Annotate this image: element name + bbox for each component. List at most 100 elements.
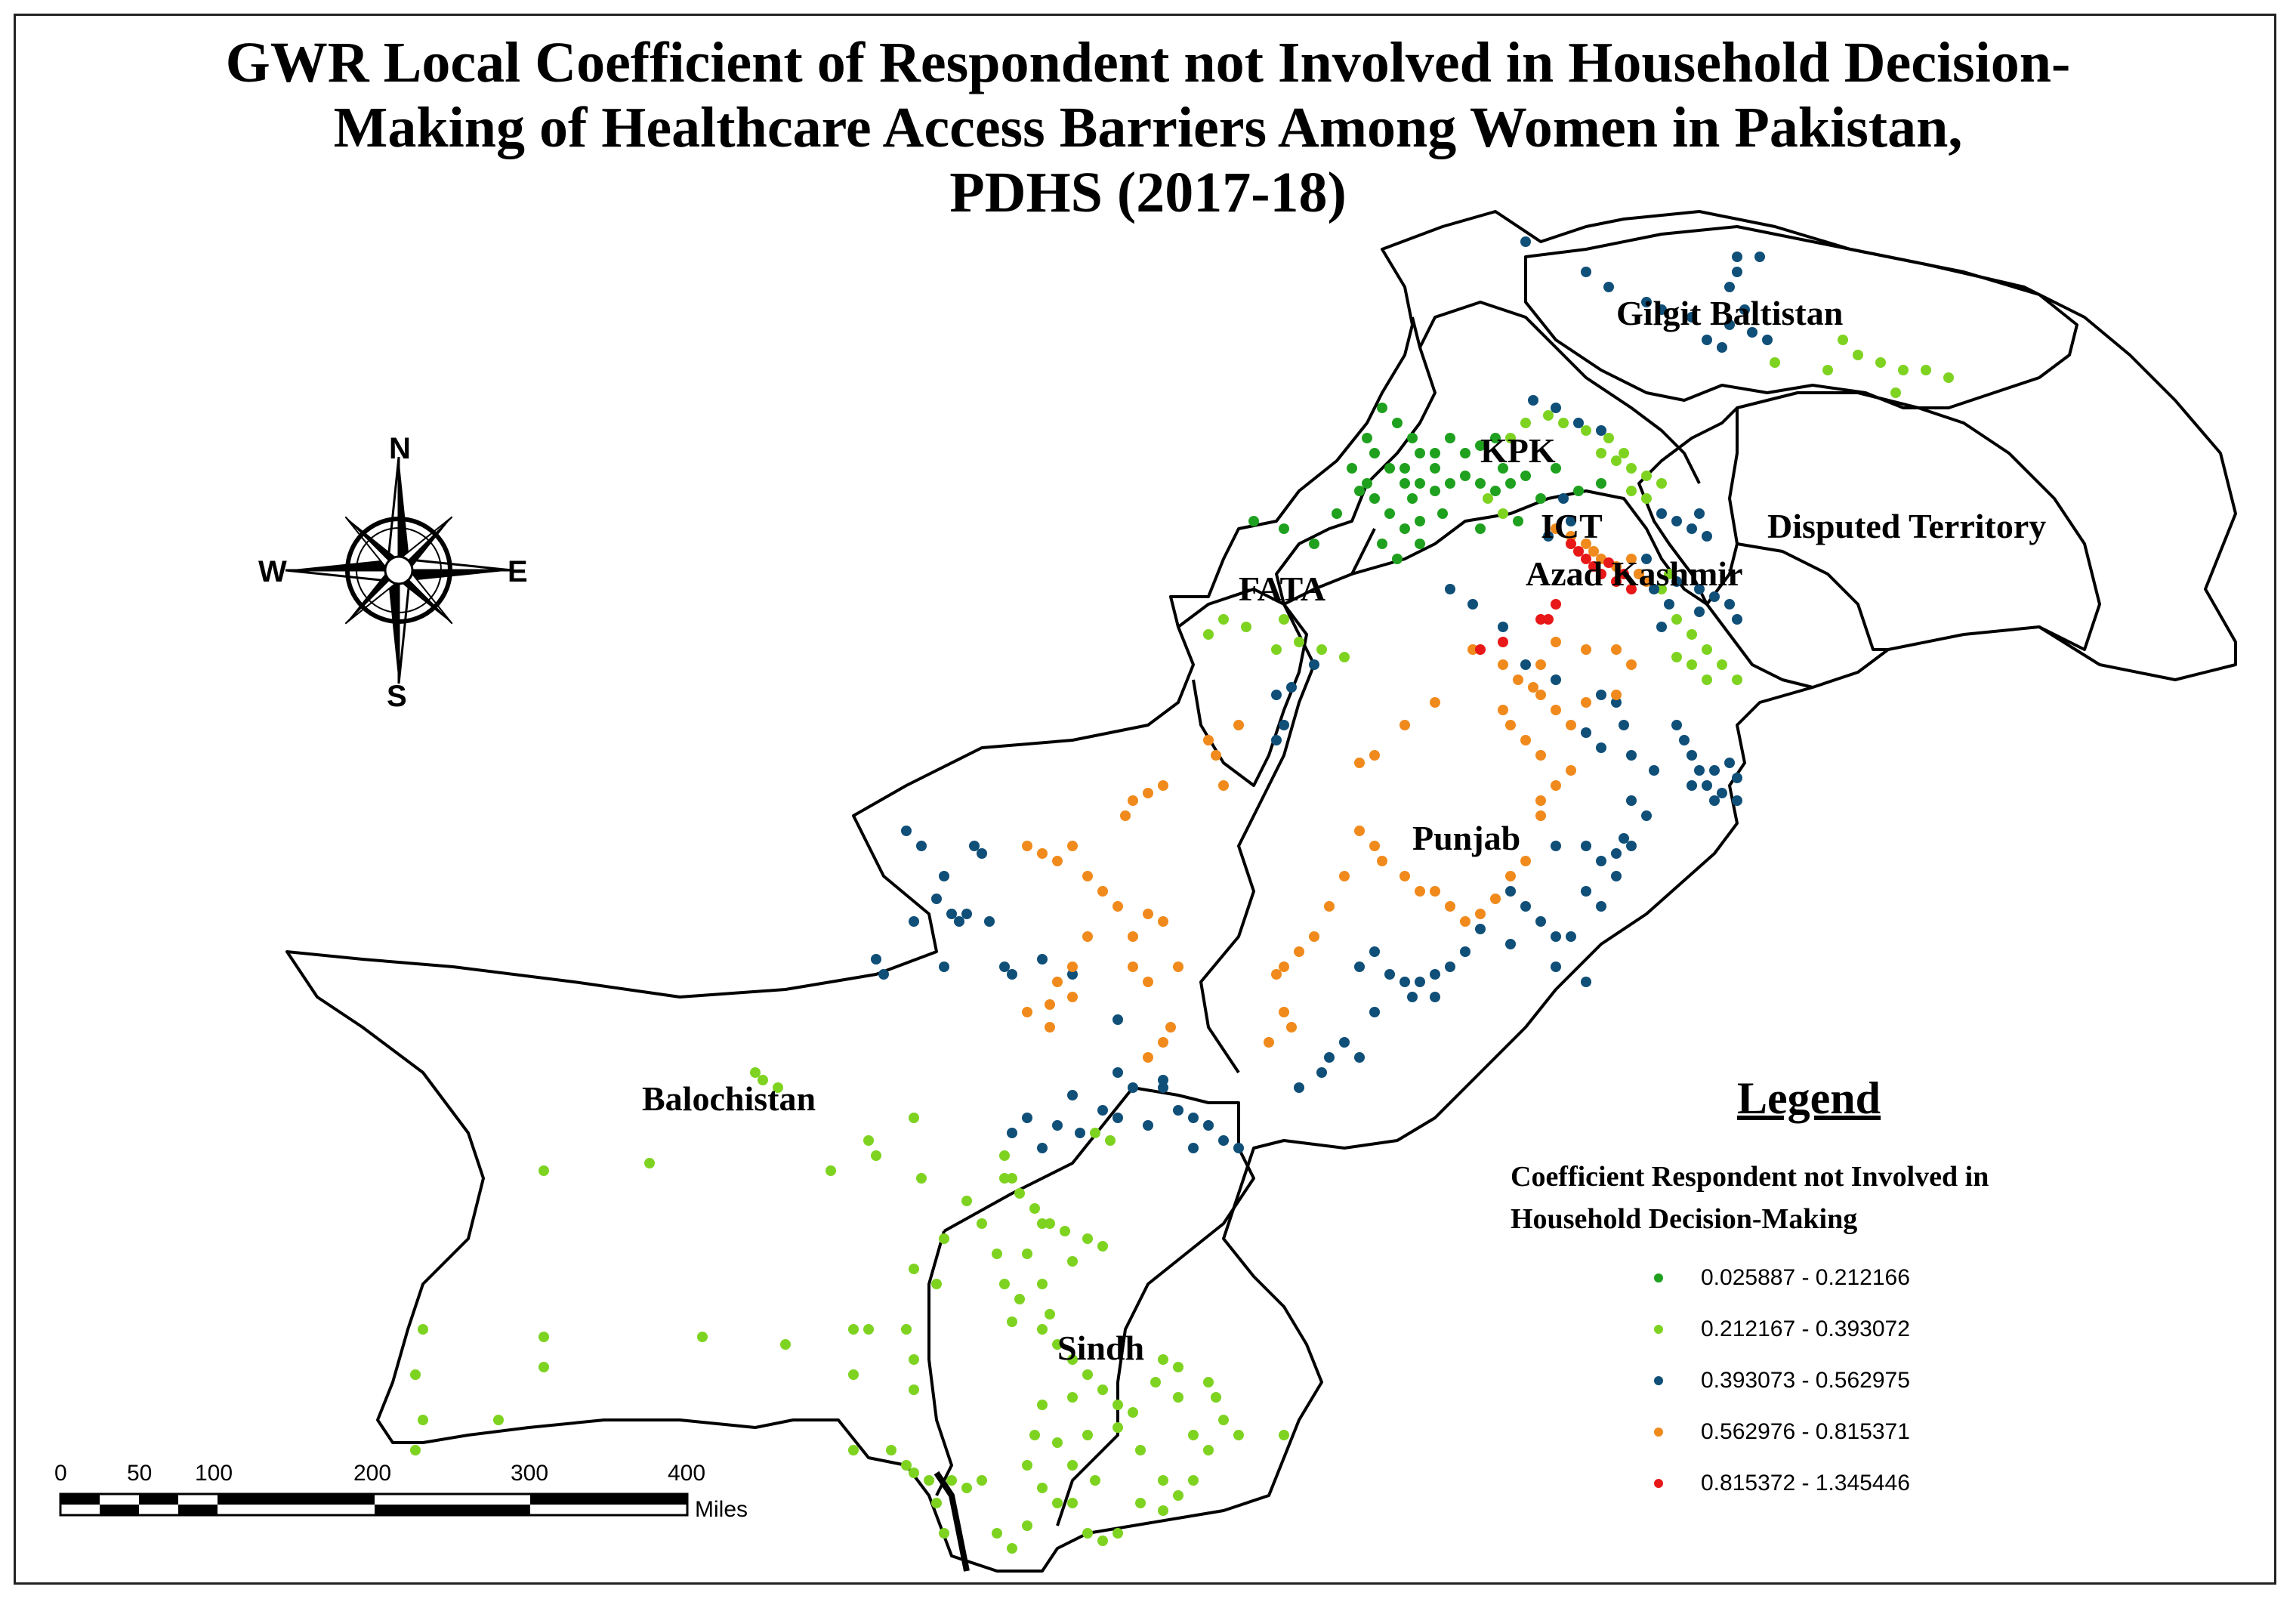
label-balochistan: Balochistan: [642, 1079, 816, 1118]
survey-point-class-3: [1188, 1143, 1199, 1153]
survey-point-class-2: [1203, 1445, 1214, 1455]
survey-point-class-4: [1400, 871, 1410, 881]
survey-point-class-4: [1490, 894, 1501, 904]
survey-point-class-3: [1747, 327, 1757, 338]
title-line-1: GWR Local Coefficient of Respondent not …: [225, 31, 2071, 94]
country-outline: [285, 210, 2237, 1573]
survey-point-class-2: [1097, 1384, 1108, 1395]
survey-point-class-3: [1022, 1113, 1032, 1123]
survey-point-class-2: [1619, 448, 1629, 458]
survey-point-class-3: [1430, 992, 1440, 1002]
survey-point-class-1: [1445, 433, 1455, 443]
survey-point-class-2: [539, 1362, 549, 1372]
legend-label-4: 0.562976 - 0.815371: [1701, 1419, 1910, 1444]
survey-point-class-4: [1052, 977, 1063, 987]
survey-point-class-2: [1090, 1475, 1100, 1486]
survey-point-class-2: [1022, 1249, 1032, 1259]
survey-point-class-1: [1347, 463, 1357, 474]
survey-point-class-3: [1649, 584, 1659, 594]
survey-point-class-3: [1671, 516, 1682, 526]
survey-point-class-3: [1603, 282, 1614, 292]
survey-point-class-2: [1294, 637, 1304, 647]
survey-point-class-4: [1551, 780, 1561, 791]
survey-point-class-2: [1898, 365, 1909, 375]
survey-point-class-4: [1128, 931, 1138, 942]
survey-point-class-2: [773, 1082, 783, 1093]
label-ict: ICT: [1541, 507, 1603, 545]
survey-point-class-2: [1558, 418, 1569, 428]
scale-tick-50: 50: [127, 1461, 152, 1486]
survey-point-class-2: [1097, 1536, 1108, 1546]
survey-point-class-2: [1045, 1218, 1055, 1229]
survey-point-class-2: [1671, 652, 1682, 662]
survey-point-class-2: [1045, 1309, 1055, 1320]
survey-point-class-3: [1067, 1090, 1078, 1100]
survey-point-class-2: [871, 1150, 881, 1161]
survey-point-class-3: [1400, 977, 1410, 987]
survey-point-class-2: [848, 1324, 859, 1335]
survey-point-class-3: [1384, 969, 1395, 980]
survey-point-class-1: [1430, 463, 1440, 474]
scale-tick-200: 200: [353, 1461, 391, 1486]
survey-point-class-4: [1528, 682, 1538, 693]
survey-point-class-4: [1505, 871, 1516, 881]
survey-point-class-4: [1113, 901, 1123, 912]
survey-point-class-3: [1641, 810, 1652, 821]
survey-point-class-1: [1400, 523, 1410, 534]
survey-point-class-2: [1218, 1415, 1229, 1425]
survey-point-class-2: [1218, 614, 1229, 625]
survey-point-class-3: [1656, 622, 1667, 632]
survey-point-class-3: [1671, 720, 1682, 730]
survey-point-class-4: [1415, 886, 1425, 897]
survey-point-class-3: [1619, 833, 1629, 844]
survey-point-class-4: [1634, 569, 1644, 579]
survey-point-class-1: [1573, 486, 1584, 496]
survey-point-class-2: [418, 1324, 428, 1335]
survey-point-class-3: [1611, 848, 1622, 859]
survey-point-class-3: [1369, 946, 1380, 957]
survey-point-class-2: [750, 1067, 761, 1078]
survey-point-class-2: [1316, 644, 1327, 655]
compass-n: N: [389, 432, 411, 465]
survey-point-class-2: [1943, 372, 1954, 383]
survey-point-class-3: [1709, 795, 1720, 806]
scale-tick-100: 100: [195, 1461, 233, 1486]
legend-swatch-2: [1654, 1325, 1663, 1334]
survey-point-class-2: [1664, 569, 1674, 579]
survey-point-class-3: [1543, 531, 1554, 542]
survey-point-class-2: [1203, 1377, 1214, 1387]
survey-point-class-2: [931, 1279, 942, 1289]
survey-point-class-2: [1656, 584, 1667, 594]
survey-point-class-3: [1573, 418, 1584, 428]
karachi-coast: [934, 1471, 970, 1572]
survey-point-class-4: [1535, 659, 1546, 670]
survey-point-class-3: [1656, 508, 1667, 519]
survey-point-class-3: [1702, 780, 1712, 791]
survey-point-class-4: [1354, 758, 1365, 768]
survey-point-class-4: [1467, 644, 1478, 655]
survey-point-class-3: [1445, 584, 1455, 594]
survey-point-class-3: [1128, 1082, 1138, 1093]
survey-point-class-2: [1717, 659, 1727, 670]
legend-item-class-5: 0.815372 - 1.345446: [1654, 1468, 1910, 1499]
survey-point-class-2: [1007, 1316, 1017, 1327]
survey-point-class-1: [1520, 471, 1531, 481]
survey-point-class-3: [1581, 977, 1591, 987]
survey-point-class-1: [1377, 539, 1387, 549]
survey-point-class-3: [1596, 856, 1606, 866]
survey-point-class-3: [1551, 674, 1561, 685]
survey-point-class-1: [1384, 463, 1395, 474]
survey-point-class-3: [984, 916, 995, 927]
kpk-northern-boundary: [1418, 301, 1701, 484]
survey-point-class-4: [1626, 554, 1637, 564]
survey-point-class-3: [1369, 1007, 1380, 1017]
legend-swatch-3: [1654, 1376, 1663, 1385]
survey-point-class-3: [901, 826, 912, 836]
survey-point-class-3: [1611, 871, 1622, 881]
survey-point-class-2: [909, 1354, 919, 1365]
survey-point-class-3: [1619, 720, 1629, 730]
survey-point-class-2: [946, 1475, 957, 1486]
survey-point-class-3: [1339, 1037, 1350, 1048]
survey-point-class-4: [1581, 644, 1591, 655]
survey-point-class-3: [1067, 969, 1078, 980]
